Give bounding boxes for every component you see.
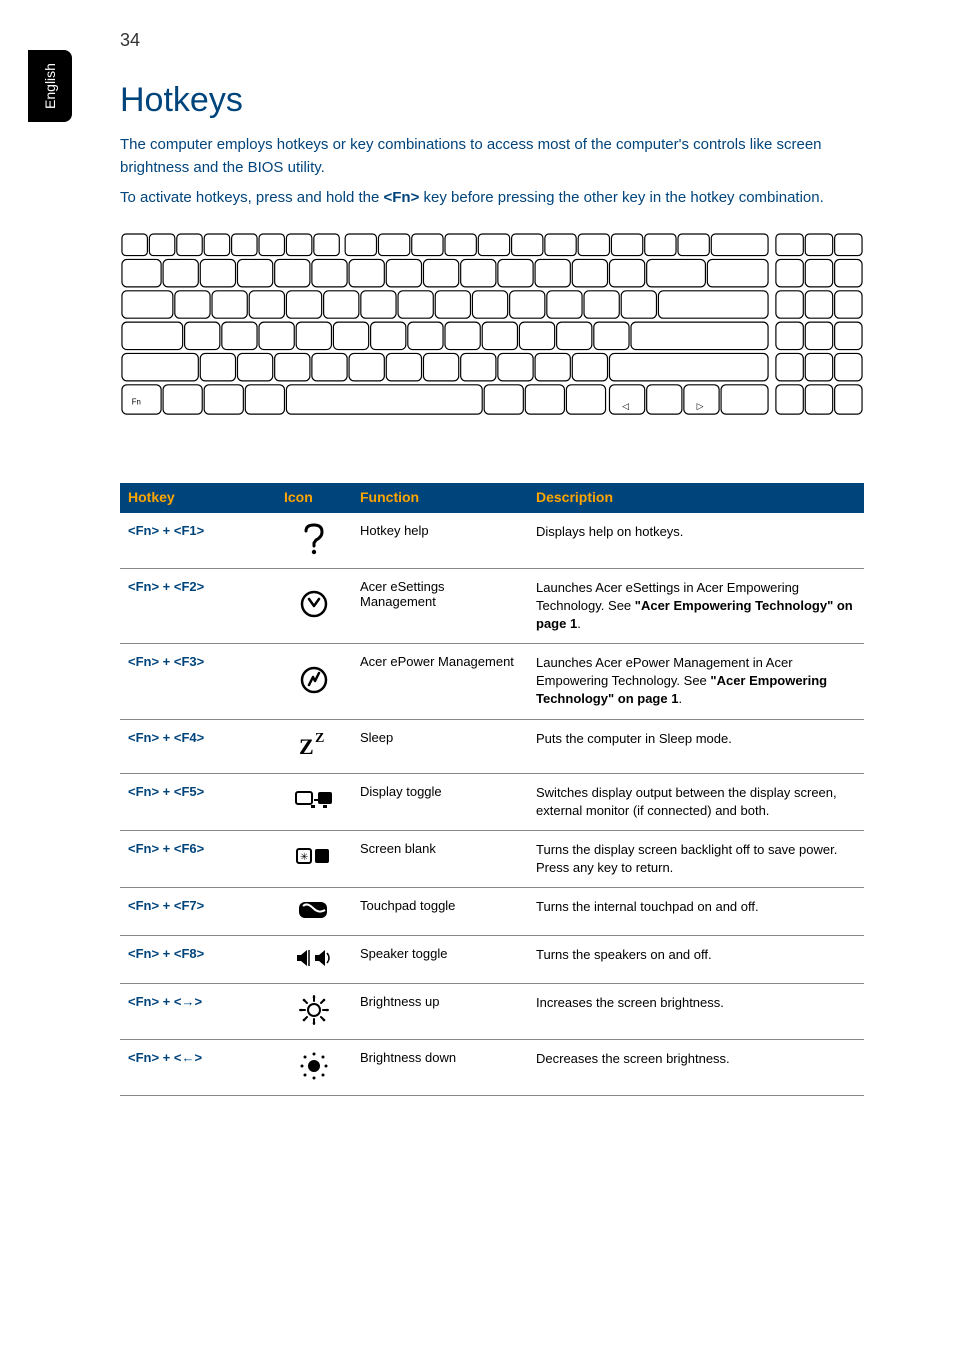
hotkey-cell: <Fn> + <F6>: [120, 831, 276, 888]
p2-after: key before pressing the other key in the…: [419, 189, 823, 206]
description-cell: Launches Acer eSettings in Acer Empoweri…: [528, 568, 864, 644]
function-cell: Hotkey help: [352, 512, 528, 569]
table-header-row: Hotkey Icon Function Description: [120, 483, 864, 512]
touchpad-toggle-icon: [297, 898, 331, 922]
brightness-down-icon: [298, 1050, 330, 1082]
desc-post: .: [577, 616, 581, 631]
svg-text:Fn: Fn: [132, 397, 141, 406]
description-cell: Puts the computer in Sleep mode.: [528, 719, 864, 773]
speaker-toggle-icon: [295, 946, 333, 970]
svg-text:Z: Z: [299, 734, 314, 759]
table-row: <Fn> + <→> Brightness up Increases the s…: [120, 984, 864, 1040]
description-cell: Decreases the screen brightness.: [528, 1040, 864, 1096]
th-function: Function: [352, 483, 528, 512]
icon-cell: [276, 984, 352, 1040]
table-row: <Fn> + <F1> Hotkey help Displays help on…: [120, 512, 864, 569]
icon-cell: [276, 568, 352, 644]
svg-text:✳: ✳: [300, 852, 308, 863]
esettings-icon: [299, 589, 329, 619]
hotkey-cell: <Fn> + <F7>: [120, 888, 276, 936]
icon-cell: [276, 644, 352, 720]
p2-before: To activate hotkeys, press and hold the: [120, 189, 384, 206]
description-cell: Turns the speakers on and off.: [528, 936, 864, 984]
icon-cell: [276, 512, 352, 569]
function-cell: Screen blank: [352, 831, 528, 888]
hotkey-cell: <Fn> + <F3>: [120, 644, 276, 720]
hotkey-table-wrap: Hotkey Icon Function Description <Fn> + …: [120, 483, 864, 1097]
function-cell: Acer eSettings Management: [352, 568, 528, 644]
function-cell: Brightness down: [352, 1040, 528, 1096]
language-label: English: [42, 63, 58, 109]
keyboard-illustration: Fn ◁ ▷: [120, 228, 864, 428]
th-icon: Icon: [276, 483, 352, 512]
description-cell: Switches display output between the disp…: [528, 773, 864, 830]
page-number: 34: [120, 30, 864, 51]
function-cell: Sleep: [352, 719, 528, 773]
description-cell: Turns the internal touchpad on and off.: [528, 888, 864, 936]
intro-paragraph-1: The computer employs hotkeys or key comb…: [120, 134, 864, 179]
svg-text:◁: ◁: [622, 401, 629, 411]
hotkey-cell: <Fn> + <→>: [120, 984, 276, 1040]
function-cell: Touchpad toggle: [352, 888, 528, 936]
icon-cell: [276, 773, 352, 830]
hotkey-cell: <Fn> + <F8>: [120, 936, 276, 984]
description-cell: Launches Acer ePower Management in Acer …: [528, 644, 864, 720]
icon-cell: [276, 1040, 352, 1096]
table-row: <Fn> + <F3> Acer ePower Management Launc…: [120, 644, 864, 720]
description-cell: Displays help on hotkeys.: [528, 512, 864, 569]
table-row: <Fn> + <F6> ✳ Screen blank Turns the dis…: [120, 831, 864, 888]
svg-text:▷: ▷: [697, 401, 704, 411]
table-row: <Fn> + <F2> Acer eSettings Management La…: [120, 568, 864, 644]
function-cell: Speaker toggle: [352, 936, 528, 984]
table-row: <Fn> + <F7> Touchpad toggle Turns the in…: [120, 888, 864, 936]
page: English 34 Hotkeys The computer employs …: [0, 0, 954, 1369]
hotkey-cell: <Fn> + <←>: [120, 1040, 276, 1096]
p2-key: <Fn>: [384, 189, 420, 206]
page-title: Hotkeys: [120, 81, 864, 120]
table-row: <Fn> + <F5> Display toggle Switches disp…: [120, 773, 864, 830]
function-cell: Display toggle: [352, 773, 528, 830]
screen-blank-icon: ✳: [295, 847, 333, 869]
table-row: <Fn> + <F8> Speaker toggle Turns the spe…: [120, 936, 864, 984]
table-row: <Fn> + <F4> ZZ Sleep Puts the computer i…: [120, 719, 864, 773]
icon-cell: ZZ: [276, 719, 352, 773]
intro-paragraph-2: To activate hotkeys, press and hold the …: [120, 187, 864, 210]
epower-icon: [299, 665, 329, 695]
function-cell: Acer ePower Management: [352, 644, 528, 720]
icon-cell: [276, 936, 352, 984]
sleep-icon: ZZ: [297, 730, 331, 760]
language-tab: English: [28, 50, 72, 122]
icon-cell: [276, 888, 352, 936]
brightness-up-icon: [298, 994, 330, 1026]
hotkey-cell: <Fn> + <F2>: [120, 568, 276, 644]
icon-cell: ✳: [276, 831, 352, 888]
th-description: Description: [528, 483, 864, 512]
hotkey-cell: <Fn> + <F5>: [120, 773, 276, 830]
question-mark-icon: [300, 523, 328, 555]
display-toggle-icon: [294, 788, 334, 812]
th-hotkey: Hotkey: [120, 483, 276, 512]
table-row: <Fn> + <←> Brightness down Decreases the…: [120, 1040, 864, 1096]
hotkey-cell: <Fn> + <F4>: [120, 719, 276, 773]
svg-text:Z: Z: [315, 731, 324, 746]
hotkey-cell: <Fn> + <F1>: [120, 512, 276, 569]
description-cell: Increases the screen brightness.: [528, 984, 864, 1040]
desc-post: .: [678, 691, 682, 706]
description-cell: Turns the display screen backlight off t…: [528, 831, 864, 888]
hotkey-table: Hotkey Icon Function Description <Fn> + …: [120, 483, 864, 1097]
function-cell: Brightness up: [352, 984, 528, 1040]
